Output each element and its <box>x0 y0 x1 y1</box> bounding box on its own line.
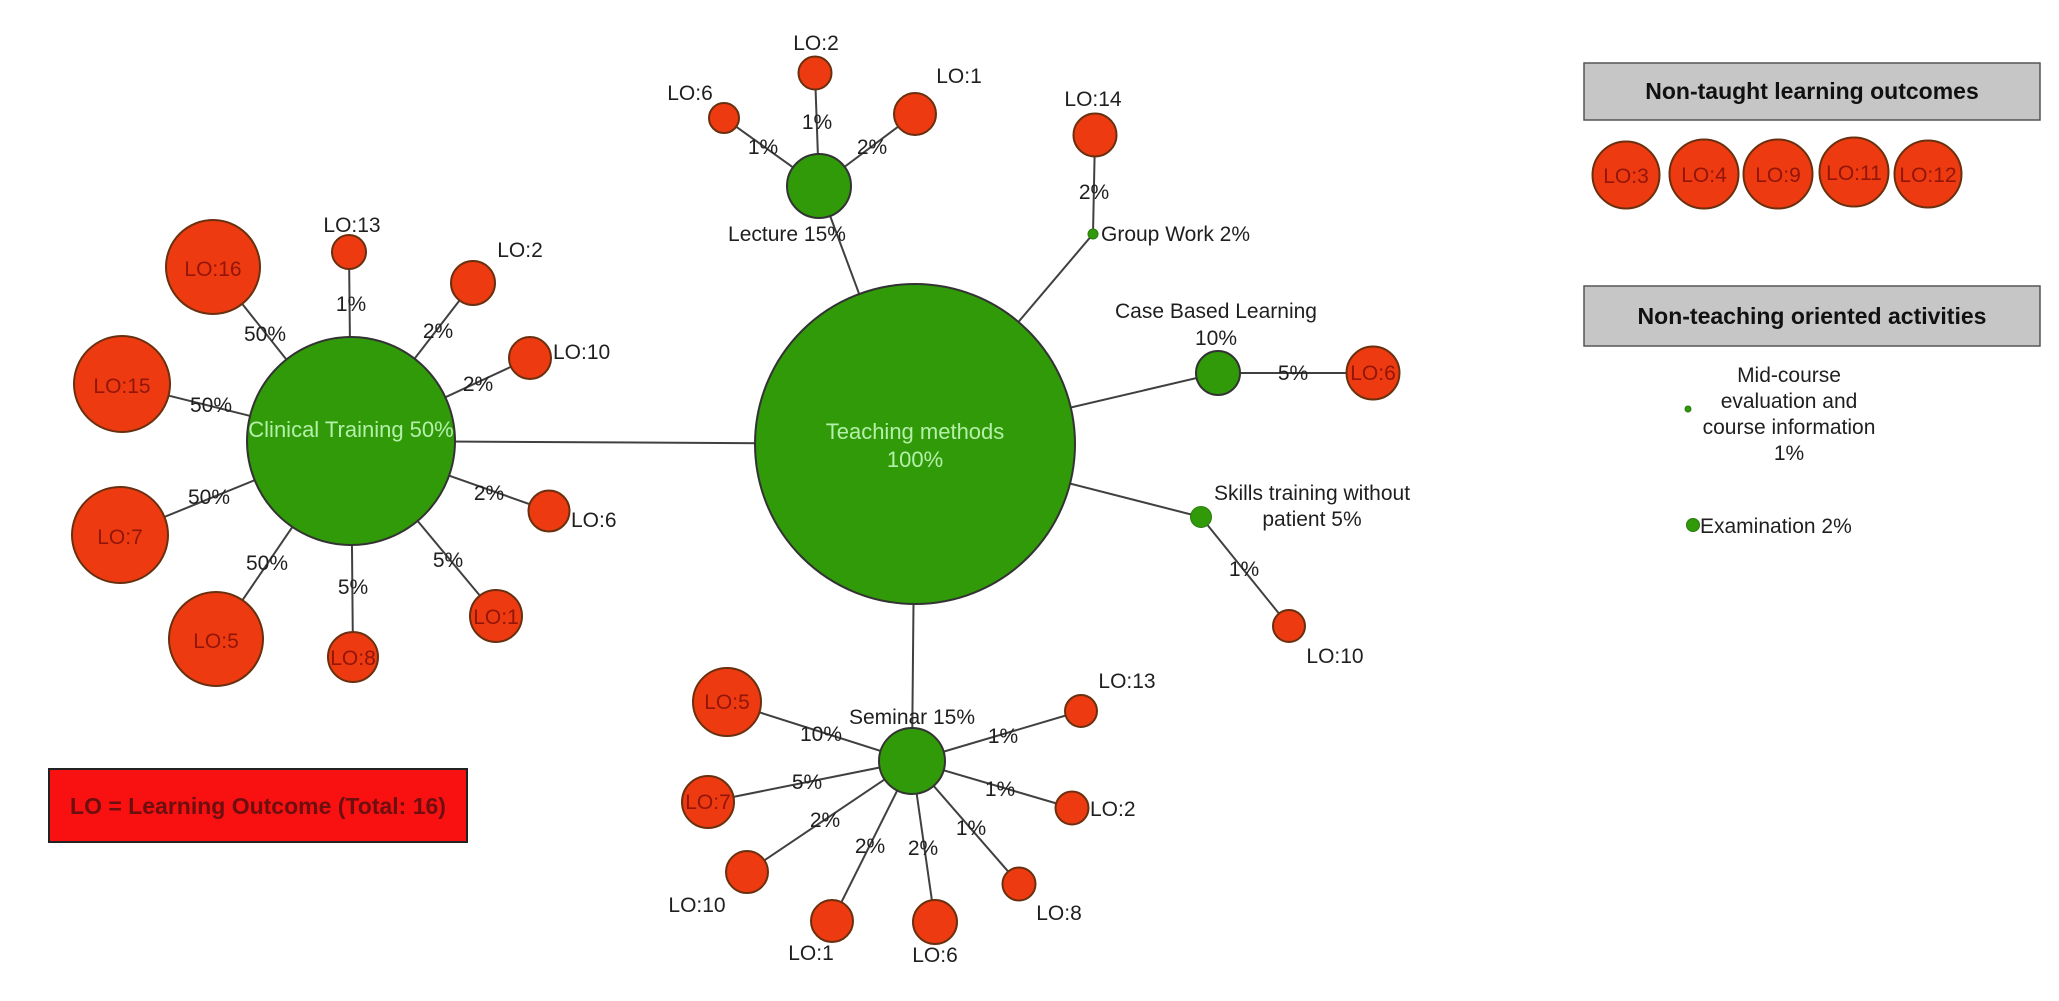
svg-text:1%: 1% <box>956 817 986 840</box>
svg-text:2%: 2% <box>855 835 885 858</box>
svg-text:1%: 1% <box>336 293 366 316</box>
svg-text:LO:1: LO:1 <box>788 942 834 965</box>
svg-text:5%: 5% <box>792 771 822 794</box>
svg-text:2%: 2% <box>463 373 493 396</box>
svg-text:Clinical Training 50%: Clinical Training 50% <box>248 417 453 442</box>
svg-text:2%: 2% <box>474 482 504 505</box>
svg-text:2%: 2% <box>423 320 453 343</box>
svg-text:1%: 1% <box>802 111 832 134</box>
svg-text:LO:10: LO:10 <box>1306 645 1363 668</box>
svg-text:LO:13: LO:13 <box>323 214 380 237</box>
svg-text:LO:1: LO:1 <box>473 606 519 629</box>
svg-text:5%: 5% <box>433 549 463 572</box>
svg-text:5%: 5% <box>338 576 368 599</box>
svg-text:Non-teaching oriented activiti: Non-teaching oriented activities <box>1638 303 1987 329</box>
svg-text:Seminar 15%: Seminar 15% <box>849 706 975 729</box>
svg-text:2%: 2% <box>810 809 840 832</box>
svg-text:1%: 1% <box>1229 558 1259 581</box>
svg-text:5%: 5% <box>1278 362 1308 385</box>
svg-text:2%: 2% <box>908 837 938 860</box>
svg-text:Examination 2%: Examination 2% <box>1700 515 1852 538</box>
svg-text:LO:9: LO:9 <box>1755 164 1801 187</box>
svg-text:1%: 1% <box>988 725 1018 748</box>
svg-text:LO:16: LO:16 <box>184 258 241 281</box>
svg-text:2%: 2% <box>1079 181 1109 204</box>
svg-text:Skills training without: Skills training without <box>1214 482 1410 505</box>
svg-text:LO:8: LO:8 <box>330 647 376 670</box>
svg-text:LO:6: LO:6 <box>571 509 617 532</box>
svg-text:1%: 1% <box>1774 442 1804 465</box>
svg-text:LO:6: LO:6 <box>912 944 958 967</box>
svg-text:LO:12: LO:12 <box>1899 164 1956 187</box>
svg-text:LO:10: LO:10 <box>553 341 610 364</box>
svg-text:Mid-course: Mid-course <box>1737 364 1841 387</box>
svg-text:LO:1: LO:1 <box>936 65 982 88</box>
svg-text:1%: 1% <box>748 136 778 159</box>
svg-text:LO:10: LO:10 <box>668 894 725 917</box>
svg-text:50%: 50% <box>188 486 230 509</box>
svg-text:course information: course information <box>1703 416 1876 439</box>
svg-text:LO:3: LO:3 <box>1603 165 1649 188</box>
svg-text:LO:5: LO:5 <box>193 630 239 653</box>
svg-text:Group Work 2%: Group Work 2% <box>1101 223 1250 246</box>
svg-text:10%: 10% <box>1195 327 1237 350</box>
svg-text:LO:6: LO:6 <box>1350 362 1396 385</box>
svg-text:LO:8: LO:8 <box>1036 902 1082 925</box>
svg-text:50%: 50% <box>244 323 286 346</box>
svg-text:Case Based Learning: Case Based Learning <box>1115 300 1317 323</box>
svg-text:LO:2: LO:2 <box>1090 798 1136 821</box>
svg-text:1%: 1% <box>985 778 1015 801</box>
svg-text:LO:4: LO:4 <box>1681 164 1727 187</box>
svg-text:LO:2: LO:2 <box>793 32 839 55</box>
svg-text:LO:2: LO:2 <box>497 239 543 262</box>
svg-text:Non-taught learning outcomes: Non-taught learning outcomes <box>1645 78 1979 104</box>
svg-text:LO:5: LO:5 <box>704 691 750 714</box>
svg-text:50%: 50% <box>246 552 288 575</box>
svg-text:100%: 100% <box>887 447 943 472</box>
svg-text:LO = Learning Outcome (Total:: LO = Learning Outcome (Total: 16) <box>70 793 446 819</box>
svg-text:LO:13: LO:13 <box>1098 670 1155 693</box>
svg-text:LO:7: LO:7 <box>97 526 143 549</box>
svg-text:LO:14: LO:14 <box>1064 88 1122 111</box>
svg-text:patient 5%: patient 5% <box>1262 508 1361 531</box>
svg-text:LO:6: LO:6 <box>667 82 713 105</box>
svg-text:10%: 10% <box>800 723 842 746</box>
svg-text:LO:7: LO:7 <box>685 791 731 814</box>
svg-text:evaluation and: evaluation and <box>1721 390 1858 413</box>
svg-text:Teaching methods: Teaching methods <box>826 419 1005 444</box>
svg-text:Lecture 15%: Lecture 15% <box>728 223 846 246</box>
svg-text:LO:15: LO:15 <box>93 375 150 398</box>
svg-text:2%: 2% <box>857 136 887 159</box>
svg-text:50%: 50% <box>190 394 232 417</box>
svg-text:LO:11: LO:11 <box>1826 162 1882 185</box>
